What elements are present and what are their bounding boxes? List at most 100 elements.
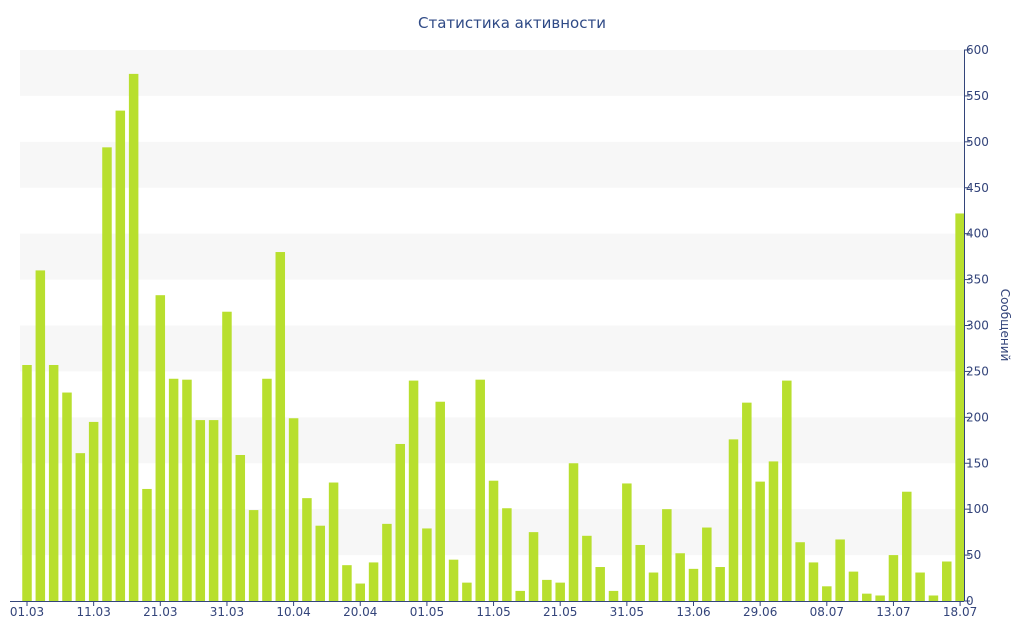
bars bbox=[22, 73, 965, 602]
y-tick-label: 600 bbox=[966, 43, 989, 57]
bar bbox=[328, 482, 339, 601]
y-tick-label: 500 bbox=[966, 135, 989, 149]
bar bbox=[835, 539, 845, 601]
bar bbox=[408, 380, 419, 601]
bar bbox=[755, 481, 765, 601]
bar bbox=[208, 420, 219, 601]
bar bbox=[88, 421, 99, 601]
bar bbox=[75, 453, 86, 601]
bar bbox=[635, 544, 645, 601]
bar bbox=[582, 535, 592, 601]
bar bbox=[768, 461, 779, 601]
y-tick-label: 50 bbox=[966, 548, 981, 562]
bar bbox=[795, 542, 805, 601]
y-tick-label: 300 bbox=[966, 319, 989, 333]
y-tick-label: 0 bbox=[966, 594, 974, 608]
bar bbox=[648, 572, 659, 601]
bar bbox=[48, 364, 59, 601]
bar bbox=[555, 582, 565, 601]
bar bbox=[462, 582, 472, 601]
bar bbox=[222, 311, 232, 601]
bar bbox=[928, 595, 939, 601]
bar bbox=[848, 571, 859, 601]
y-axis-label: Сообщений bbox=[998, 289, 1012, 362]
bar bbox=[528, 532, 539, 602]
bar bbox=[115, 110, 126, 602]
x-tick-label: 10.04 bbox=[276, 605, 310, 619]
bar bbox=[822, 586, 832, 601]
y-tick-label: 100 bbox=[966, 502, 989, 516]
x-tick-label: 31.03 bbox=[210, 605, 244, 619]
bar bbox=[902, 491, 912, 601]
bar bbox=[782, 380, 792, 601]
x-tick-label: 20.04 bbox=[343, 605, 377, 619]
x-tick-label: 21.03 bbox=[143, 605, 177, 619]
bar bbox=[275, 252, 286, 601]
x-axis: 01.03 11.03 21.03 31.03 10.04 20.04 01.05 11.05… bbox=[10, 601, 977, 619]
bar bbox=[675, 553, 685, 601]
bar bbox=[862, 593, 872, 601]
x-tick-label: 08.07 bbox=[810, 605, 844, 619]
bar bbox=[702, 527, 712, 601]
x-tick-label: 31.05 bbox=[610, 605, 644, 619]
bar bbox=[142, 488, 152, 601]
bar bbox=[382, 523, 392, 601]
y-tick-label: 200 bbox=[966, 410, 989, 424]
bar bbox=[595, 567, 605, 601]
y-tick-label: 450 bbox=[966, 181, 989, 195]
bar bbox=[475, 379, 485, 601]
bar bbox=[395, 443, 405, 601]
bar bbox=[515, 590, 525, 601]
bar bbox=[342, 565, 352, 601]
grid-band bbox=[20, 141, 964, 188]
bar bbox=[662, 509, 672, 601]
x-tick-label: 11.03 bbox=[76, 605, 110, 619]
bar bbox=[262, 378, 272, 601]
bar bbox=[955, 213, 965, 601]
bar bbox=[35, 270, 46, 601]
bar bbox=[915, 572, 925, 601]
bar bbox=[168, 378, 179, 601]
bar bbox=[248, 510, 259, 601]
bar bbox=[368, 562, 379, 601]
bar bbox=[235, 454, 246, 601]
x-tick-label: 29.06 bbox=[743, 605, 777, 619]
bar bbox=[542, 579, 552, 601]
x-tick-label: 13.06 bbox=[676, 605, 710, 619]
y-tick-label: 350 bbox=[966, 273, 989, 287]
bar bbox=[742, 402, 752, 601]
bar bbox=[622, 483, 632, 601]
grid-band bbox=[20, 50, 964, 96]
bar bbox=[288, 418, 299, 601]
bar bbox=[715, 567, 725, 601]
bar bbox=[942, 561, 952, 601]
grid-band bbox=[20, 325, 964, 372]
bar bbox=[502, 508, 512, 601]
x-tick-label: 18.07 bbox=[943, 605, 977, 619]
bar bbox=[182, 379, 192, 601]
bar bbox=[608, 590, 619, 601]
bar bbox=[302, 498, 312, 601]
x-tick-label: 11.05 bbox=[476, 605, 510, 619]
bar bbox=[488, 480, 499, 601]
x-tick-label: 01.05 bbox=[410, 605, 444, 619]
bar bbox=[808, 562, 819, 601]
y-tick-label: 250 bbox=[966, 364, 989, 378]
y-tick-label: 550 bbox=[966, 89, 989, 103]
bar bbox=[448, 559, 459, 601]
x-tick-label: 21.05 bbox=[543, 605, 577, 619]
bar bbox=[62, 392, 72, 601]
bar bbox=[355, 583, 365, 601]
x-tick-label: 01.03 bbox=[10, 605, 44, 619]
bar bbox=[128, 73, 139, 601]
y-tick-label: 150 bbox=[966, 456, 989, 470]
bar bbox=[22, 364, 32, 601]
bar bbox=[315, 525, 326, 601]
chart-title: Статистика активности bbox=[418, 14, 606, 32]
bar bbox=[568, 463, 579, 601]
bar bbox=[688, 568, 699, 601]
y-axis: 0 50 100 150 200 250 300 350 400 450 500 550 600 bbox=[964, 43, 989, 608]
grid-band bbox=[20, 233, 964, 280]
bar bbox=[102, 147, 112, 601]
